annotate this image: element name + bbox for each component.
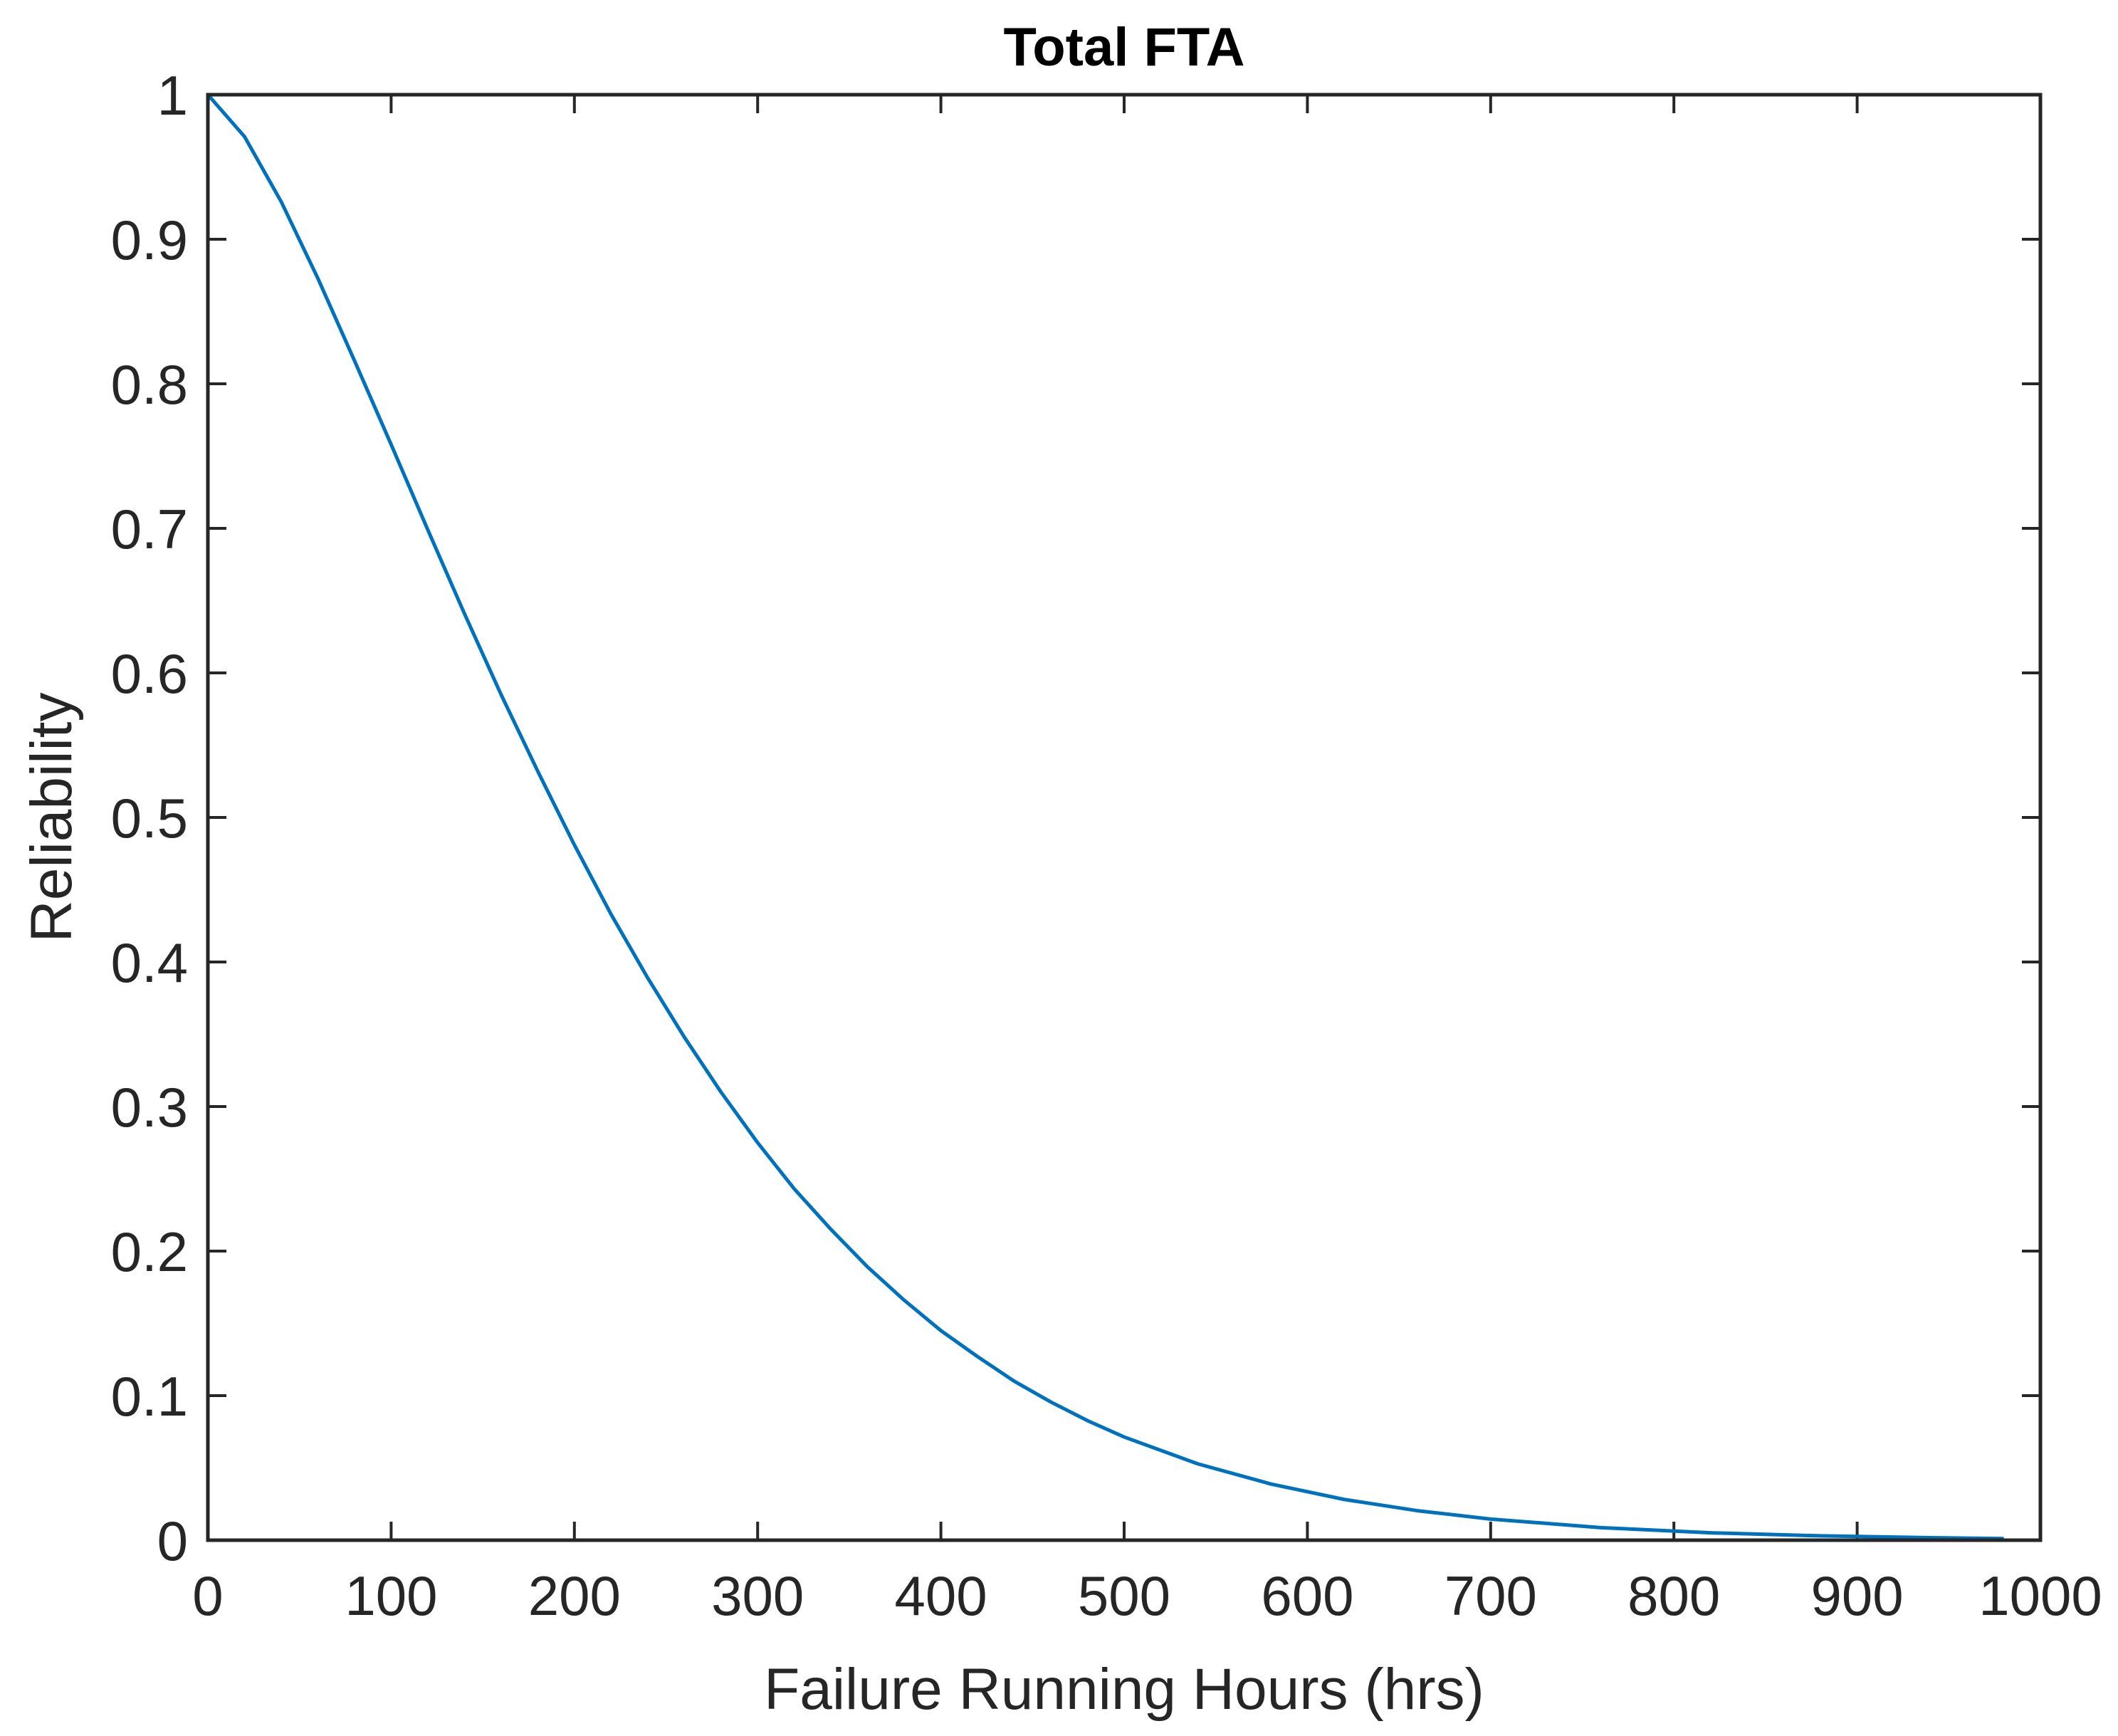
x-axis-label: Failure Running Hours (hrs) [764,1657,1484,1722]
y-tick-label: 0 [157,1510,188,1572]
x-tick-label: 200 [528,1564,621,1627]
x-tick-label: 900 [1811,1564,1904,1627]
x-tick-label: 500 [1078,1564,1170,1627]
plot-area [206,93,2004,1541]
y-axis-label: Reliability [19,693,84,943]
x-tick-label: 700 [1445,1564,1537,1627]
x-tick-label: 1000 [1978,1564,2102,1627]
y-tick-label: 0.9 [111,209,188,271]
y-tick-label: 0.7 [111,498,188,560]
reliability-line [206,93,2004,1541]
y-tick-label: 0.4 [111,931,188,994]
y-tick-label: 0.1 [111,1365,188,1428]
x-tick-label: 300 [711,1564,804,1627]
y-tick-label: 0.6 [111,642,188,705]
x-tick-label: 800 [1627,1564,1720,1627]
y-tick-label: 0.3 [111,1076,188,1139]
y-tick-label: 0.2 [111,1220,188,1283]
x-tick-label: 600 [1261,1564,1353,1627]
y-tick-label: 0.5 [111,787,188,849]
x-tick-label: 0 [192,1564,223,1627]
y-tick-label: 0.8 [111,353,188,416]
axis-ticks: 0 100 200 300 400 500 600 700 800 900 1000 0 0.1 0.2 0… [111,64,2102,1627]
chart-title: Total FTA [1003,17,1244,78]
axes-box [206,93,2043,1542]
x-tick-label: 100 [345,1564,437,1627]
y-tick-label: 1 [157,64,188,127]
x-tick-label: 400 [895,1564,987,1627]
